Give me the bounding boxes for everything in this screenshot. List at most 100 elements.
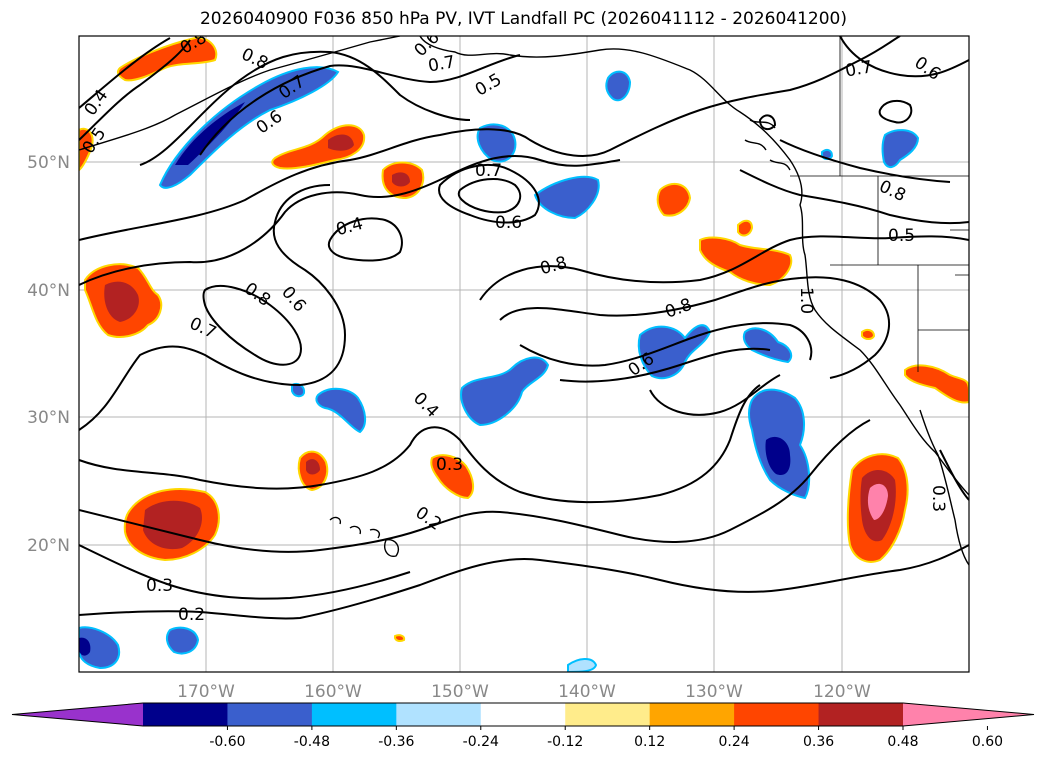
contour-0-6-east (519, 322, 813, 367)
contour-labels: 0.8 0.8 0.7 0.6 0.4 0.5 0.7 0.6 0.5 0.8 … (79, 36, 948, 625)
contour-closed-bc (758, 114, 777, 131)
contour-0-7-east (479, 235, 969, 301)
colorbar-segment (818, 703, 904, 726)
colorbar-tick-label: 0.48 (887, 734, 918, 750)
pv-patch-ca-offshore-small (737, 219, 754, 237)
pv-patch-hawaii-east (430, 454, 474, 500)
contour-0-7-ne (839, 36, 969, 78)
pv-patch-south-dot (394, 634, 406, 643)
lon-label-150w: 150°W (431, 682, 489, 702)
colorbar-segment (734, 703, 820, 726)
lat-label-30n: 30°N (27, 408, 70, 428)
contour-0-2-south (79, 544, 969, 620)
contour-0-4-north (79, 37, 171, 109)
contour-0-5-coast (739, 169, 969, 225)
contour-0-6-aleutian (139, 50, 471, 166)
coastlines (79, 36, 969, 566)
lon-label-160w: 160°W (304, 682, 362, 702)
pv-patch-ca-offshore (699, 236, 793, 287)
colorbar-tick-label: 0.60 (972, 734, 1003, 750)
contour-0-4-east (649, 374, 781, 416)
colorbar-segment (565, 703, 651, 726)
coastline-baja (919, 409, 969, 566)
pv-core-west-central (104, 281, 139, 322)
contour-0-6-center-north (438, 164, 540, 224)
contour-0-3-se (939, 449, 969, 501)
contour-label: 0.5 (888, 226, 915, 246)
contour-0-5-northwest (79, 39, 191, 141)
lon-label-140w: 140°W (558, 682, 616, 702)
lat-label-20n: 20°N (27, 536, 70, 556)
contour-0-7-loop (79, 184, 347, 431)
contour-label: 0.3 (436, 455, 463, 475)
pv-patch-gulf-alaska (476, 123, 517, 163)
positive-pv-patches (79, 36, 969, 643)
pv-patch-east-small (742, 327, 793, 364)
coastline-aleutian-arc (79, 36, 401, 151)
pv-patch-nv-dot (861, 328, 876, 340)
lat-label-40n: 40°N (27, 281, 70, 301)
pv-core-north-mid (392, 172, 410, 187)
pv-patch-southwest (79, 626, 120, 670)
colorbar-tick-label: -0.12 (547, 734, 583, 750)
map-plot-area: 0.8 0.8 0.7 0.6 0.4 0.5 0.7 0.6 0.5 0.8 … (79, 36, 969, 672)
contour-label: 0.2 (178, 605, 205, 625)
contour-0-2-main (79, 419, 871, 553)
pv-core-alaska-trough (175, 102, 245, 165)
contour-0-7-aleutian (199, 54, 521, 156)
contour-label: 0.7 (475, 161, 502, 181)
colorbar-segment (311, 703, 397, 726)
contour-0-8-east (499, 276, 891, 379)
pv-core-southwest (79, 637, 91, 656)
colorbar-segment (227, 703, 313, 726)
contour-0-7-main (79, 36, 901, 241)
lon-label-130w: 130°W (685, 682, 743, 702)
contour-label: 0.6 (495, 213, 522, 233)
contour-0-3-main (79, 384, 761, 504)
pv-contours (79, 36, 969, 620)
colorbar-tick-label: 0.24 (719, 734, 750, 750)
pv-patch-socal (904, 364, 969, 404)
colorbar-tick-label: -0.60 (209, 734, 245, 750)
pv-core-baja-offshore (765, 436, 791, 476)
latitude-axis: 50°N 40°N 30°N 20°N (27, 153, 70, 556)
pv-patch-north-small (605, 70, 632, 102)
contour-0-3-south (79, 544, 411, 600)
pv-patch-bc-coast (881, 129, 920, 168)
lon-label-170w: 170°W (177, 682, 235, 702)
pv-patch-aleutian (116, 36, 218, 82)
lon-label-120w: 120°W (813, 682, 871, 702)
longitude-axis: 170°W 160°W 150°W 140°W 130°W 120°W (177, 682, 871, 702)
contour-0-8-coast (779, 139, 951, 183)
border-states-east (950, 229, 969, 276)
colorbar: -0.60 -0.48 -0.36 -0.24 -0.12 0.12 0.24 0.36 0.4… (11, 702, 1035, 750)
colorbar-extend-min (12, 703, 143, 726)
contour-label: 1.0 (796, 287, 816, 314)
ocean-background (79, 36, 969, 672)
contour-0-4-west (327, 217, 403, 262)
coastline-north-america (419, 36, 969, 496)
colorbar-tick-label: -0.36 (378, 734, 414, 750)
colorbar-tick-label: 0.12 (634, 734, 665, 750)
colorbar-segment (396, 703, 482, 726)
pv-patch-ne-central (656, 182, 692, 217)
pv-core-north-central (328, 134, 354, 151)
contour-label: 0.7 (427, 52, 457, 76)
colorbar-segment (143, 703, 228, 726)
coastline-hawaii (329, 516, 400, 557)
colorbar-tick-label: -0.48 (294, 734, 330, 750)
contour-label: 0.7 (844, 57, 874, 81)
contour-0-5-east (559, 347, 771, 383)
contour-0-8-west (202, 285, 302, 366)
colorbar-outline (11, 702, 1035, 727)
political-borders (790, 36, 969, 372)
colorbar-extend-max (903, 703, 1034, 726)
border-states (830, 36, 969, 372)
map-title: 2026040900 F036 850 hPa PV, IVT Landfall… (199, 9, 847, 29)
colorbar-segment (480, 703, 566, 726)
pv-patch-central-sw (460, 356, 550, 427)
pv-patch-hawaii-north (315, 387, 366, 434)
contour-label: 0.3 (146, 576, 173, 596)
contour-0-7-center-north (457, 178, 522, 214)
